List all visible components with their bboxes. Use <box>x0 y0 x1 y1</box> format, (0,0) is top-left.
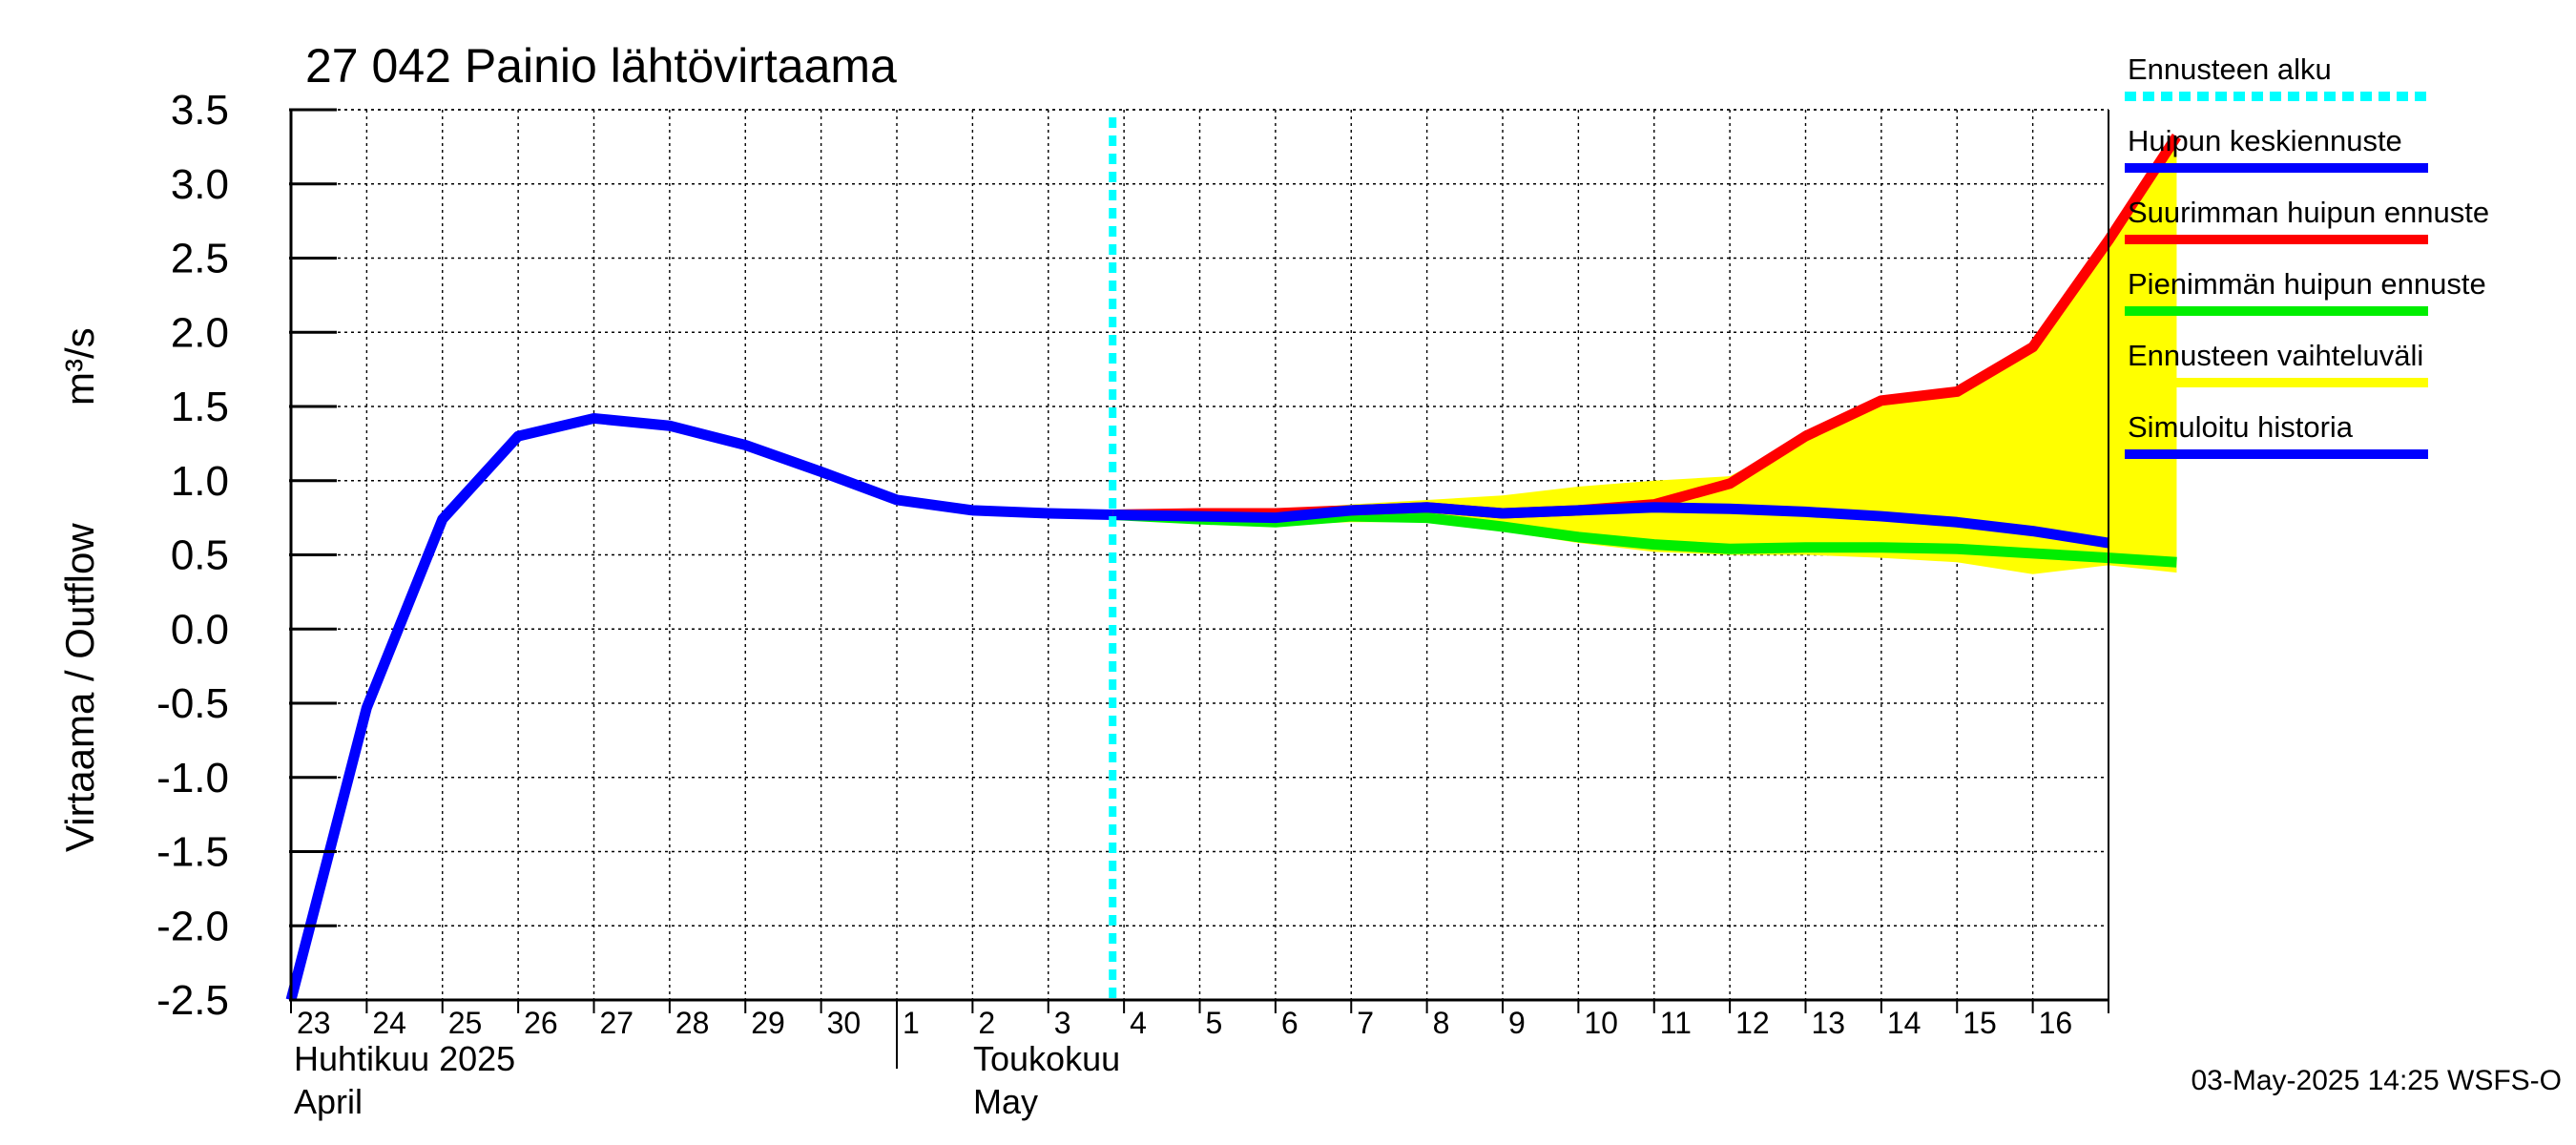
y-tick-label-3: 2.0 <box>171 309 229 356</box>
x-tick-label-17: 10 <box>1584 1006 1618 1040</box>
x-tick-label-14: 7 <box>1357 1006 1374 1040</box>
y-axis-unit: m³/s <box>57 327 102 406</box>
y-tick-label-5: 1.0 <box>171 458 229 505</box>
y-tick-label-9: -1.0 <box>156 755 229 802</box>
y-tick-label-12: -2.5 <box>156 977 229 1024</box>
y-tick-label-0: 3.5 <box>171 87 229 134</box>
y-tick-labels: 3.5 3.0 2.5 2.0 1.5 1.0 0.5 0.0 -0.5 -1.0 -1.5 -2.0… <box>156 87 229 1024</box>
month-label-april-en: April <box>294 1082 363 1121</box>
x-tick-label-23: 16 <box>2039 1006 2073 1040</box>
legend: Ennusteen alku Huipun keskiennuste Suurimm… <box>2125 52 2489 459</box>
series-lines <box>285 133 2182 1002</box>
y-tick-label-8: -0.5 <box>156 680 229 727</box>
x-tick-label-3: 26 <box>524 1006 558 1040</box>
y-axis-label: Virtaama / Outflow <box>57 523 102 852</box>
legend-label-3: Pienimmän huipun ennuste <box>2128 267 2486 301</box>
x-tick-label-20: 13 <box>1812 1006 1846 1040</box>
month-label-may-fi: Toukokuu <box>973 1039 1120 1078</box>
x-tick-label-6: 29 <box>751 1006 785 1040</box>
mean-peak-forecast-line <box>1112 502 2109 549</box>
x-tick-labels: 23 24 25 26 27 28 29 30 1 2 3 4 5 6 7 8 9 10 11 12 13 14 15 16 <box>297 1006 2072 1040</box>
y-tick-label-11: -2.0 <box>156 903 229 949</box>
x-tick-label-5: 28 <box>675 1006 710 1040</box>
x-tick-label-9: 2 <box>978 1006 995 1040</box>
x-tick-label-0: 23 <box>297 1006 331 1040</box>
y-tick-label-2: 2.5 <box>171 236 229 282</box>
timestamp-footer: 03-May-2025 14:25 WSFS-O <box>2192 1065 2563 1096</box>
forecast-range-band <box>1112 135 2177 574</box>
x-tick-label-12: 5 <box>1206 1006 1223 1040</box>
legend-label-1: Huipun keskiennuste <box>2128 124 2402 157</box>
x-tick-label-21: 14 <box>1887 1006 1922 1040</box>
x-tick-label-1: 24 <box>372 1006 406 1040</box>
y-tick-label-10: -1.5 <box>156 829 229 876</box>
legend-label-2: Suurimman huipun ennuste <box>2128 196 2489 229</box>
y-tick-label-4: 1.5 <box>171 384 229 430</box>
legend-label-5: Simuloitu historia <box>2128 410 2354 444</box>
x-tick-label-4: 27 <box>600 1006 634 1040</box>
x-tick-label-18: 11 <box>1660 1006 1692 1040</box>
y-tick-label-6: 0.5 <box>171 532 229 579</box>
x-tick-label-11: 4 <box>1130 1006 1147 1040</box>
x-tick-label-19: 12 <box>1735 1006 1770 1040</box>
range-band-area <box>1112 135 2177 574</box>
historic-simulation-line <box>285 412 1113 1002</box>
y-tick-label-1: 3.0 <box>171 161 229 208</box>
x-tick-label-22: 15 <box>1963 1006 1997 1040</box>
x-tick-label-16: 9 <box>1508 1006 1526 1040</box>
chart-title: 27 042 Painio lähtövirtaama <box>305 39 897 93</box>
legend-label-4: Ennusteen vaihteluväli <box>2128 339 2423 372</box>
grid-lines <box>291 109 2109 1001</box>
month-label-april-fi: Huhtikuu 2025 <box>294 1039 515 1078</box>
legend-label-0: Ennusteen alku <box>2128 52 2332 86</box>
x-tick-label-2: 25 <box>448 1006 483 1040</box>
y-tick-label-7: 0.0 <box>171 606 229 653</box>
month-label-may-en: May <box>973 1082 1038 1121</box>
x-tick-label-13: 6 <box>1281 1006 1298 1040</box>
x-tick-label-8: 1 <box>903 1006 920 1040</box>
x-tick-label-7: 30 <box>827 1006 862 1040</box>
axes <box>289 108 2109 1069</box>
x-tick-label-10: 3 <box>1054 1006 1071 1040</box>
x-tick-label-15: 8 <box>1433 1006 1450 1040</box>
